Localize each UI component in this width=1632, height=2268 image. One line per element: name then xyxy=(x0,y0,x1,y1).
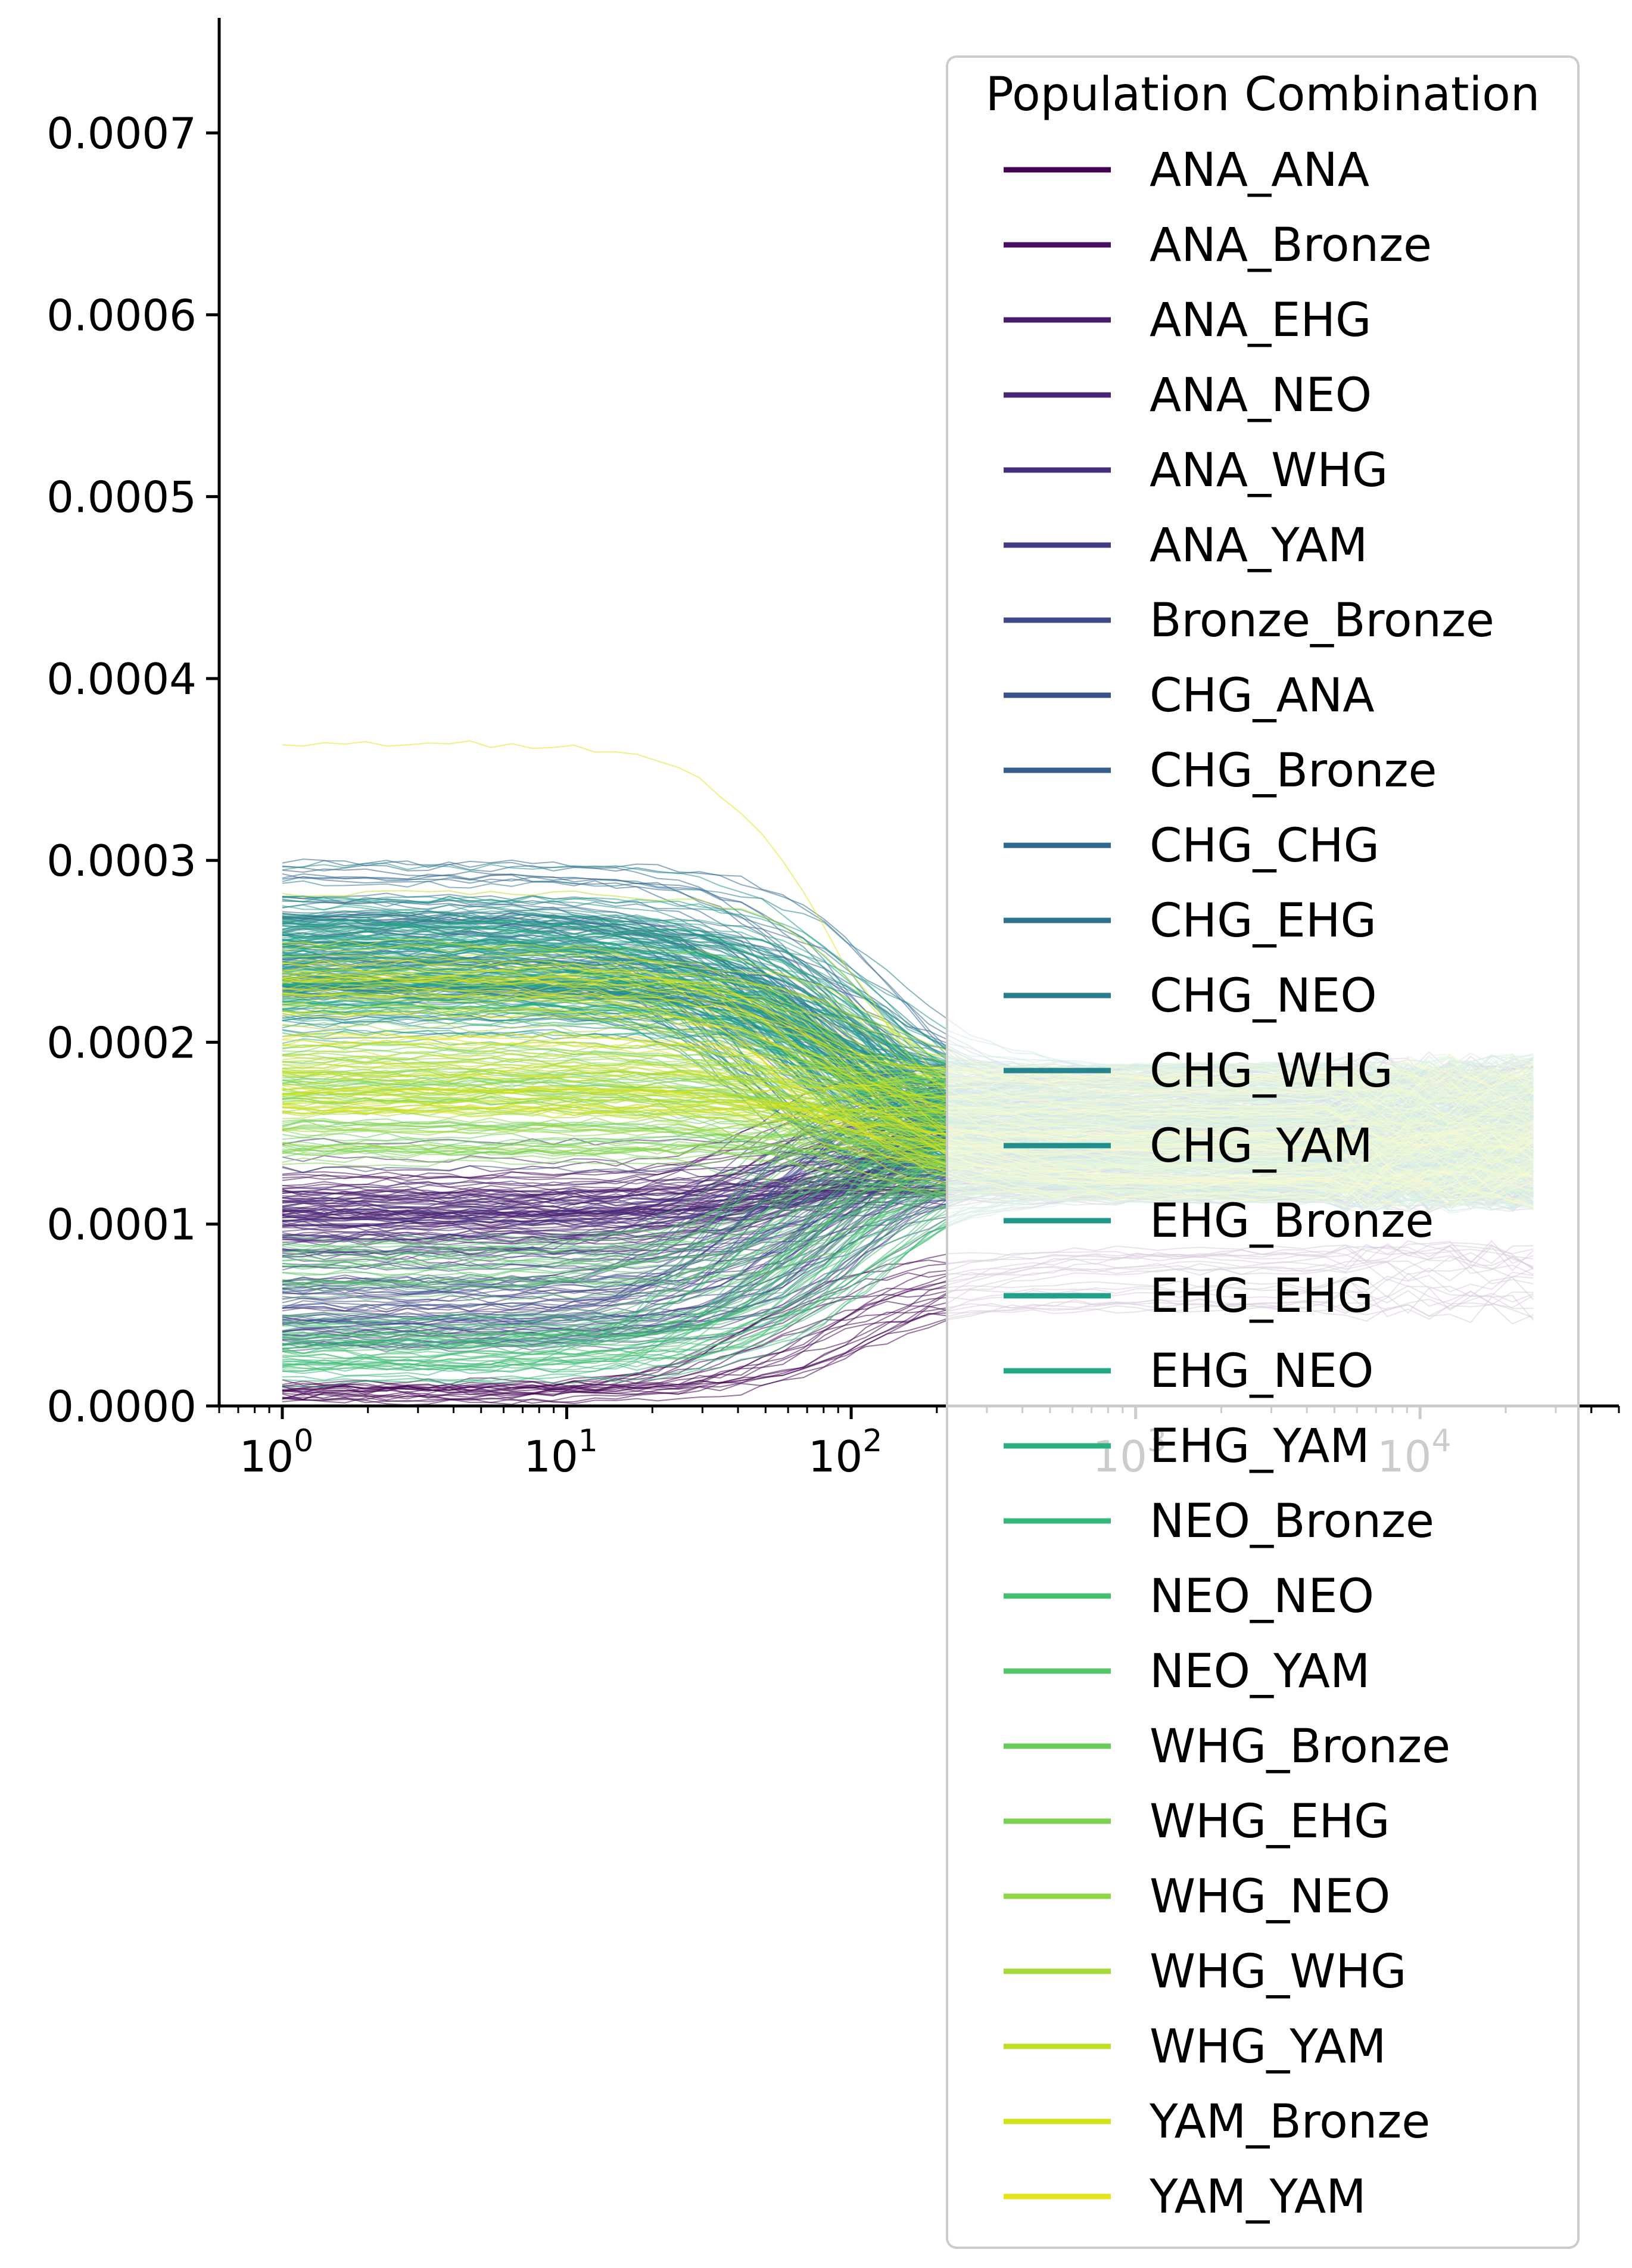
legend-item: ANA_YAM xyxy=(1004,519,1368,573)
y-tick-label: 0.0007 xyxy=(46,108,197,158)
y-tick-label: 0.0006 xyxy=(46,290,197,340)
legend-label: EHG_Bronze xyxy=(1150,1194,1434,1248)
legend-item: WHG_NEO xyxy=(1004,1870,1390,1924)
legend-label: WHG_NEO xyxy=(1150,1870,1390,1924)
legend-label: NEO_YAM xyxy=(1150,1645,1370,1698)
legend-label: ANA_EHG xyxy=(1150,294,1371,347)
legend-item: NEO_Bronze xyxy=(1004,1495,1434,1548)
legend-item: WHG_Bronze xyxy=(1004,1720,1450,1774)
legend-item: CHG_YAM xyxy=(1004,1119,1373,1173)
legend-label: CHG_CHG xyxy=(1150,819,1379,873)
x-tick-label: 100 xyxy=(239,1423,314,1482)
legend-label: YAM_Bronze xyxy=(1149,2095,1430,2149)
legend-item: EHG_EHG xyxy=(1004,1270,1374,1323)
y-tick-label: 0.0005 xyxy=(46,472,197,522)
legend-label: ANA_YAM xyxy=(1150,519,1368,573)
legend-label: Bronze_Bronze xyxy=(1150,594,1494,648)
legend-item: YAM_YAM xyxy=(1004,2170,1366,2224)
legend-item: Bronze_Bronze xyxy=(1004,594,1494,648)
x-tick-label: 102 xyxy=(808,1423,883,1482)
legend-label: CHG_Bronze xyxy=(1150,744,1437,798)
legend-item: CHG_Bronze xyxy=(1004,744,1437,798)
legend-label: WHG_Bronze xyxy=(1150,1720,1450,1774)
legend-item: WHG_YAM xyxy=(1004,2020,1386,2074)
legend-label: NEO_NEO xyxy=(1150,1570,1374,1623)
legend-item: WHG_EHG xyxy=(1004,1795,1390,1849)
legend-label: ANA_Bronze xyxy=(1150,219,1432,272)
y-tick-label: 0.0003 xyxy=(46,836,197,886)
legend-label: ANA_NEO xyxy=(1150,369,1372,422)
legend-label: NEO_Bronze xyxy=(1150,1495,1434,1548)
y-tick-label: 0.0002 xyxy=(46,1018,197,1068)
legend-box xyxy=(946,55,1580,2249)
legend-label: CHG_EHG xyxy=(1150,894,1376,948)
y-tick-label: 0.0001 xyxy=(46,1200,197,1250)
legend-item: CHG_EHG xyxy=(1004,894,1376,948)
legend-item: YAM_Bronze xyxy=(1004,2095,1430,2149)
legend-item: EHG_YAM xyxy=(1004,1420,1370,1473)
legend-item: CHG_NEO xyxy=(1004,969,1377,1023)
y-tick-label: 0.0000 xyxy=(46,1382,197,1432)
legend-label: EHG_EHG xyxy=(1150,1270,1374,1323)
legend-label: EHG_YAM xyxy=(1150,1420,1370,1473)
legend-item: ANA_ANA xyxy=(1004,144,1369,197)
legend-item: CHG_ANA xyxy=(1004,669,1375,723)
legend-item: NEO_YAM xyxy=(1004,1645,1370,1698)
legend-label: YAM_YAM xyxy=(1149,2170,1366,2224)
legend-item: WHG_WHG xyxy=(1004,1945,1406,1999)
legend-item: ANA_Bronze xyxy=(1004,219,1432,272)
legend-label: CHG_ANA xyxy=(1150,669,1375,723)
legend-label: CHG_YAM xyxy=(1150,1119,1373,1173)
legend-label: ANA_WHG xyxy=(1150,444,1388,497)
legend-item: EHG_NEO xyxy=(1004,1345,1374,1398)
legend-label: WHG_WHG xyxy=(1150,1945,1406,1999)
x-tick-label: 101 xyxy=(524,1423,598,1482)
legend-item: CHG_CHG xyxy=(1004,819,1379,873)
legend-item: NEO_NEO xyxy=(1004,1570,1374,1623)
y-tick-label: 0.0004 xyxy=(46,654,197,704)
legend-item: ANA_NEO xyxy=(1004,369,1372,422)
legend-label: EHG_NEO xyxy=(1150,1345,1374,1398)
legend-item: ANA_EHG xyxy=(1004,294,1371,347)
legend: Population Combination ANA_ANA ANA_Bronze A… xyxy=(946,55,1580,2249)
legend-title: Population Combination xyxy=(986,68,1540,122)
legend-label: CHG_WHG xyxy=(1150,1044,1393,1098)
legend-label: ANA_ANA xyxy=(1150,144,1369,197)
axes: 0.0000 0.0001 0.0002 0.0003 0.0004 0.0005 0.00… xyxy=(46,18,1620,1482)
legend-label: WHG_YAM xyxy=(1150,2020,1386,2074)
legend-item: EHG_Bronze xyxy=(1004,1194,1434,1248)
legend-item: ANA_WHG xyxy=(1004,444,1388,497)
legend-item: CHG_WHG xyxy=(1004,1044,1393,1098)
legend-label: CHG_NEO xyxy=(1150,969,1377,1023)
legend-label: WHG_EHG xyxy=(1150,1795,1390,1849)
